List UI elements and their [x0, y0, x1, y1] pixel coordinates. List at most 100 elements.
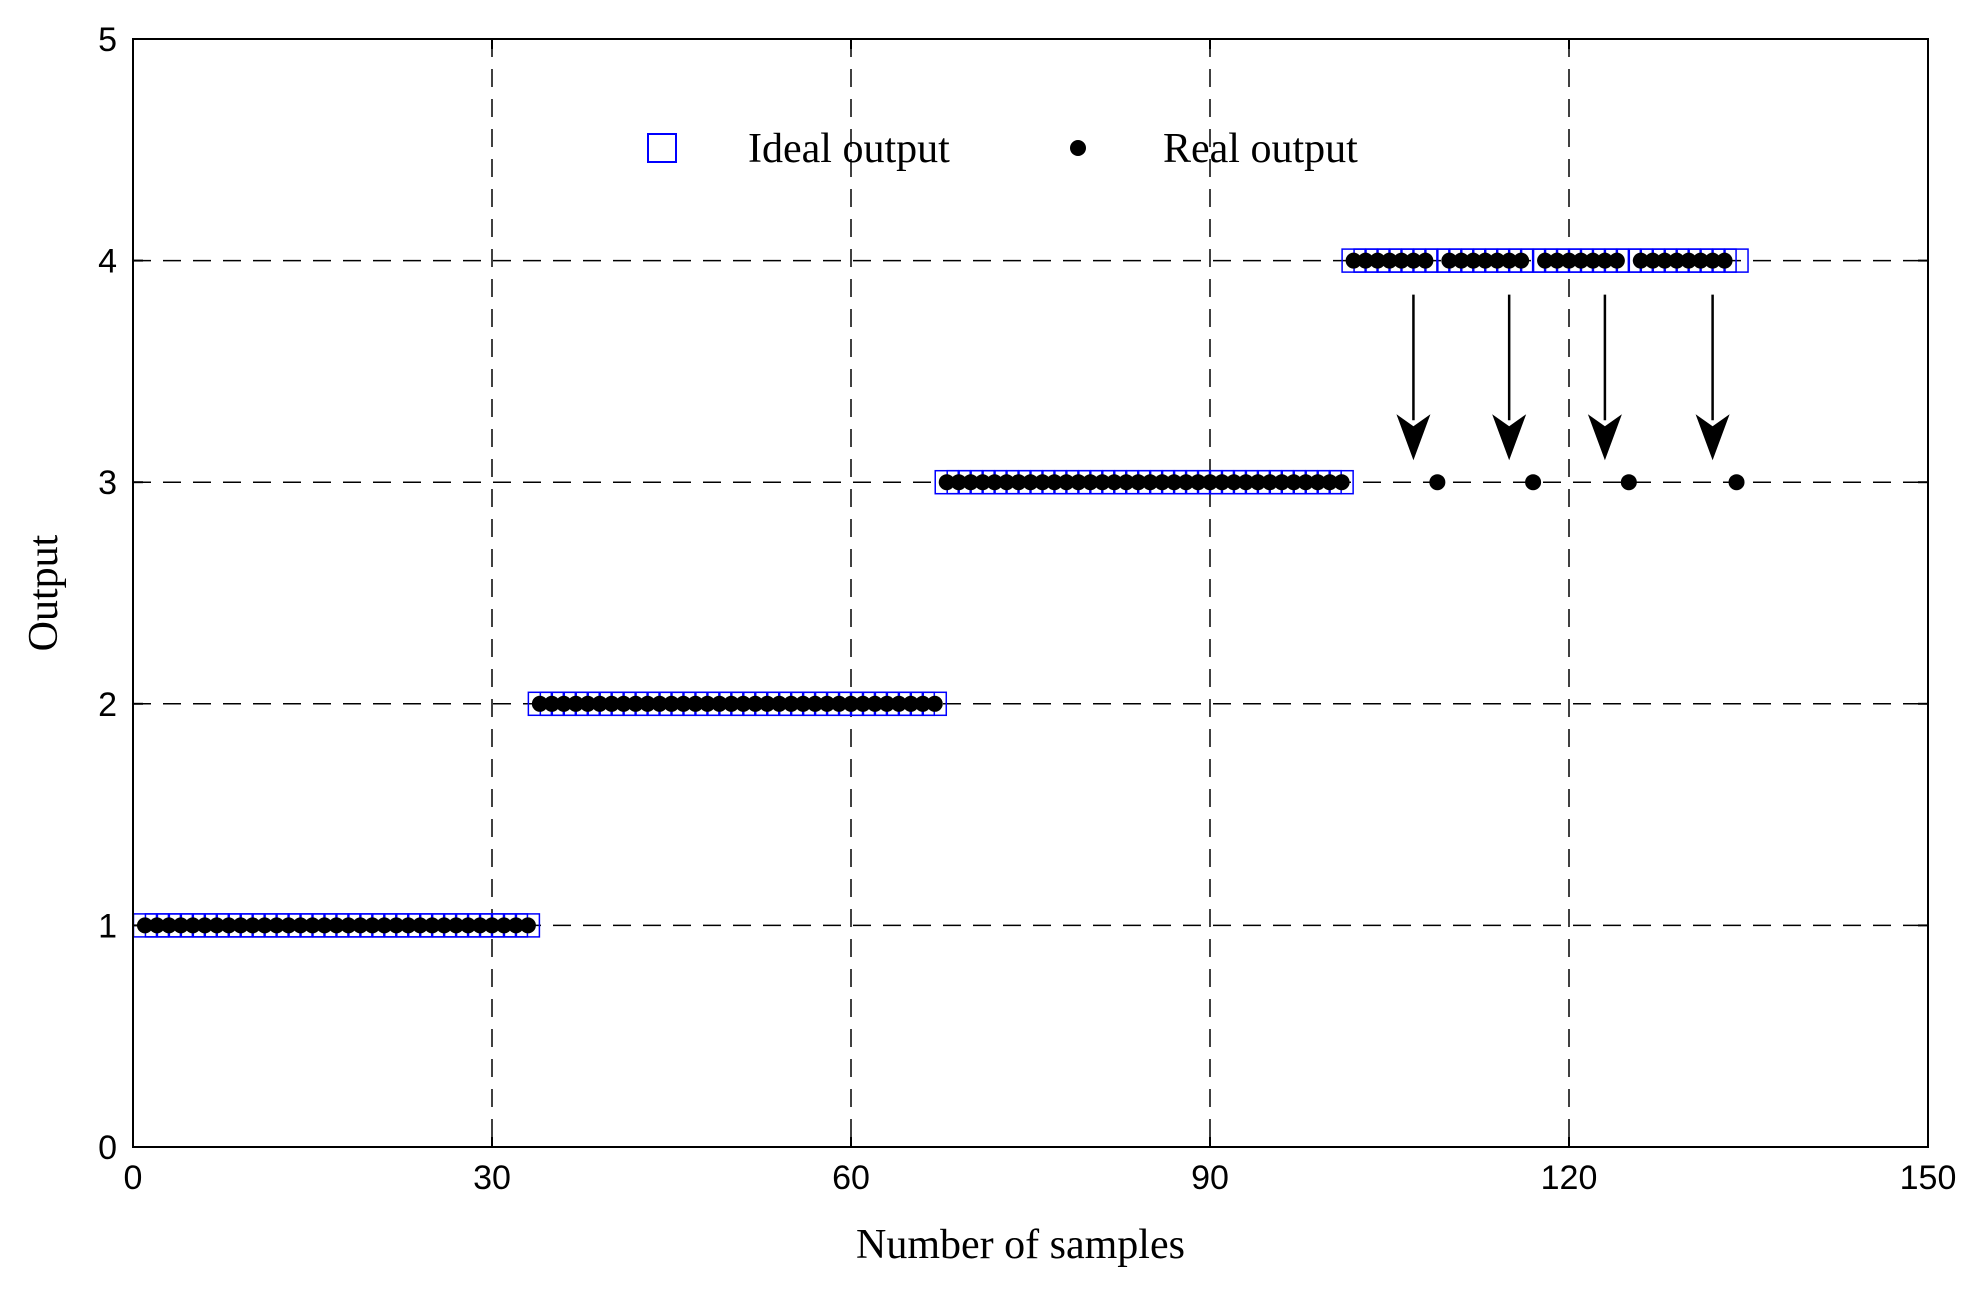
real-output-point — [890, 695, 907, 712]
real-output-point — [950, 474, 967, 491]
real-output-point — [759, 695, 776, 712]
real-output-point — [1608, 252, 1625, 269]
real-output-point — [783, 695, 800, 712]
real-output-point — [962, 474, 979, 491]
annotation-arrow-head — [1695, 414, 1730, 461]
real-output-point — [1668, 252, 1685, 269]
real-output-point — [974, 474, 991, 491]
real-output-point — [531, 695, 548, 712]
real-output-point — [1584, 252, 1601, 269]
real-output-point — [902, 695, 919, 712]
x-axis-title: Number of samples — [856, 1222, 1185, 1268]
real-output-point — [1692, 252, 1709, 269]
real-output-point — [1273, 474, 1290, 491]
real-output-point — [292, 917, 309, 934]
real-output-point — [172, 917, 189, 934]
real-output-point — [819, 695, 836, 712]
real-output-point — [1632, 252, 1649, 269]
real-output-point — [1549, 252, 1566, 269]
real-output-point — [424, 917, 441, 934]
real-output-point — [1477, 252, 1494, 269]
real-output-point — [1321, 474, 1338, 491]
real-output-point — [1237, 474, 1254, 491]
real-output-point — [1453, 252, 1470, 269]
real-output-point — [340, 917, 357, 934]
plot-frame — [132, 38, 1929, 1148]
real-output-point — [687, 695, 704, 712]
real-output-point — [472, 917, 489, 934]
real-output-point — [412, 917, 429, 934]
real-output-point — [998, 474, 1015, 491]
real-output-point — [1572, 252, 1589, 269]
real-output-point — [232, 917, 249, 934]
real-output-point — [1525, 474, 1542, 491]
real-output-point — [1644, 252, 1661, 269]
real-output-point — [639, 695, 656, 712]
real-output-point — [675, 695, 692, 712]
real-output-point — [1465, 252, 1482, 269]
real-output-point — [1309, 474, 1326, 491]
real-output-point — [699, 695, 716, 712]
y-tick-label: 5 — [98, 21, 117, 59]
x-tick-label: 60 — [832, 1159, 870, 1197]
real-output-point — [280, 917, 297, 934]
real-output-point — [148, 917, 165, 934]
real-output-point — [1082, 474, 1099, 491]
real-output-point — [400, 917, 417, 934]
grid — [133, 39, 1928, 1147]
real-output-point — [1680, 252, 1697, 269]
y-tick-label: 3 — [98, 464, 117, 502]
real-output-point — [555, 695, 572, 712]
real-output-point — [878, 695, 895, 712]
real-output-point — [543, 695, 560, 712]
real-output-point — [1513, 252, 1530, 269]
real-output-point — [1441, 252, 1458, 269]
real-output-point — [1190, 474, 1207, 491]
real-output-point — [627, 695, 644, 712]
x-tick-label: 0 — [124, 1159, 143, 1197]
real-output-point — [1716, 252, 1733, 269]
real-output-point — [831, 695, 848, 712]
real-output-point — [1285, 474, 1302, 491]
legend-real-marker — [1070, 140, 1086, 156]
real-output-point — [567, 695, 584, 712]
real-output-point — [1070, 474, 1087, 491]
real-output-point — [603, 695, 620, 712]
real-output-point — [651, 695, 668, 712]
real-output-point — [1297, 474, 1314, 491]
real-output-point — [843, 695, 859, 712]
x-tick-label: 120 — [1541, 1159, 1598, 1197]
real-output-point — [484, 917, 500, 934]
real-output-point — [160, 917, 177, 934]
annotation-arrows — [1396, 294, 1730, 461]
real-output-point — [1429, 474, 1446, 491]
real-output-point — [771, 695, 788, 712]
real-output-point — [1178, 474, 1195, 491]
real-output-point — [1369, 252, 1386, 269]
real-output-point — [1417, 252, 1434, 269]
real-output-point — [196, 917, 213, 934]
x-tick-label: 30 — [473, 1159, 511, 1197]
real-output-point — [328, 917, 345, 934]
real-output-point — [591, 695, 608, 712]
real-output-point — [1620, 474, 1637, 491]
real-output-point — [1537, 252, 1554, 269]
real-output-point — [1728, 474, 1745, 491]
real-output-point — [495, 917, 512, 934]
real-output-point — [795, 695, 812, 712]
x-tick-label: 150 — [1900, 1159, 1957, 1197]
annotation-arrow-head — [1587, 414, 1622, 461]
y-tick-label: 0 — [98, 1129, 117, 1167]
real-output-point — [1225, 474, 1242, 491]
real-output-point — [1345, 252, 1362, 269]
real-output-point — [364, 917, 381, 934]
real-output-point — [1357, 252, 1374, 269]
real-output-point — [1501, 252, 1518, 269]
real-output-point — [1046, 474, 1063, 491]
ideal-output-series — [132, 248, 1749, 938]
real-output-point — [1106, 474, 1123, 491]
real-output-point — [460, 917, 477, 934]
y-tick-label: 1 — [98, 907, 117, 945]
real-output-point — [1489, 252, 1506, 269]
